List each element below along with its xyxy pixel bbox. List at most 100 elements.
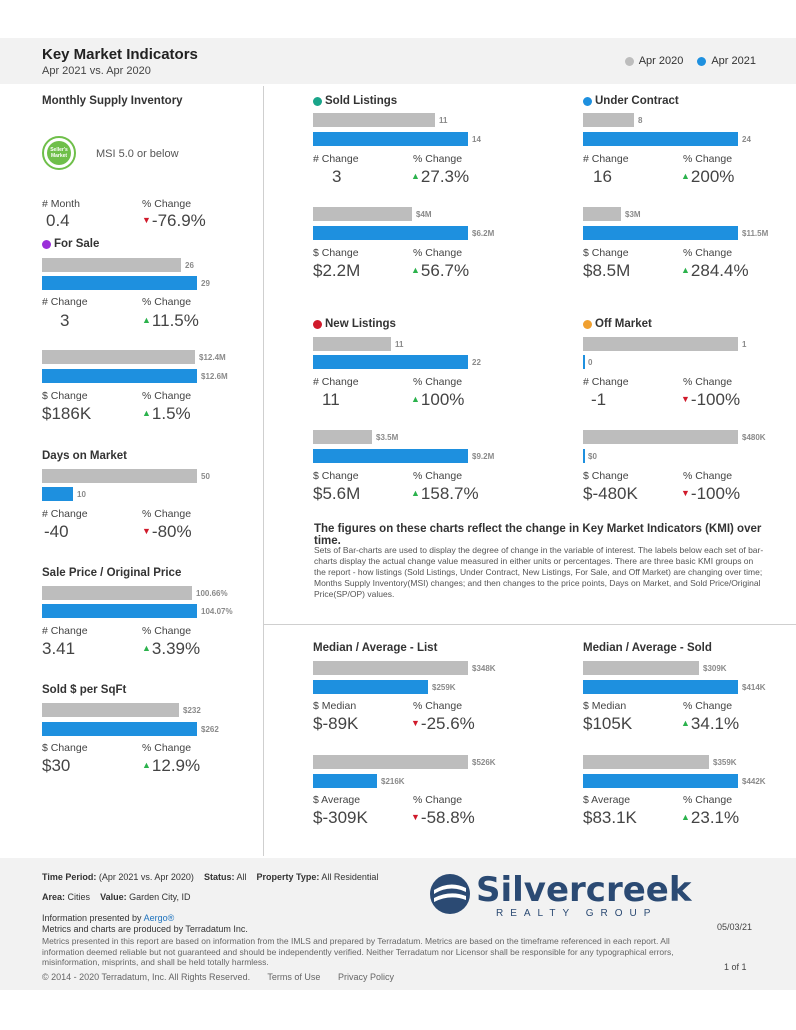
bar-label: $12.6M bbox=[201, 372, 228, 381]
report-date: 05/03/21 bbox=[717, 922, 753, 932]
metric-value: ▲1.5% bbox=[142, 404, 191, 423]
bar-label: $6.2M bbox=[472, 229, 495, 238]
up-arrow-icon: ▲ bbox=[681, 171, 690, 181]
under-contract-dot-icon bbox=[583, 96, 592, 106]
up-arrow-icon: ▲ bbox=[411, 394, 420, 404]
metric-value: 3 bbox=[60, 311, 70, 330]
metric-value: ▲158.7% bbox=[411, 484, 479, 503]
metric-value: -40 bbox=[44, 522, 69, 541]
dom-bar-2020 bbox=[42, 469, 197, 483]
bar-label: 8 bbox=[638, 116, 643, 125]
msi-note: MSI 5.0 or below bbox=[96, 148, 179, 160]
metric-value: 16 bbox=[593, 167, 612, 186]
under-dollar-bar-2020 bbox=[583, 207, 621, 221]
bar-label: $259K bbox=[432, 683, 456, 692]
logo-wordmark: Silvercreek bbox=[476, 870, 692, 910]
metric-label: $ Median bbox=[583, 700, 627, 712]
metric-label: % Change bbox=[413, 376, 463, 388]
new-count-bar-2021 bbox=[313, 355, 468, 369]
bar-label: 11 bbox=[439, 116, 448, 125]
new-dollar-bar-2021 bbox=[313, 449, 468, 463]
metric-value: 11 bbox=[322, 390, 340, 409]
msi-value1: 0.4 bbox=[46, 211, 70, 230]
for-sale-dot-icon bbox=[42, 239, 51, 249]
bar-label: 11 bbox=[395, 340, 404, 349]
up-arrow-icon: ▲ bbox=[411, 488, 420, 498]
bar-label: 22 bbox=[472, 358, 481, 367]
metric-label: % Change bbox=[142, 296, 192, 308]
metric-label: $ Median bbox=[313, 700, 357, 712]
footer-copyright-line: © 2014 - 2020 Terradatum, Inc. All Right… bbox=[42, 972, 394, 982]
legend-label: Apr 2021 bbox=[711, 55, 756, 67]
terms-link[interactable]: Terms of Use bbox=[267, 972, 321, 982]
bar-label: $480K bbox=[742, 433, 766, 442]
new-listings-dot-icon bbox=[313, 319, 322, 329]
metric-value: $186K bbox=[42, 404, 92, 423]
sqft-bar-2021 bbox=[42, 722, 197, 736]
metric-value: ▼-25.6% bbox=[411, 714, 475, 733]
down-arrow-icon: ▼ bbox=[411, 812, 420, 822]
bar-label: 26 bbox=[185, 261, 194, 270]
under-dollar-bar-2021 bbox=[583, 226, 738, 240]
privacy-link[interactable]: Privacy Policy bbox=[337, 972, 394, 982]
footer-meta-line2: Area: Cities Value: Garden City, ID bbox=[42, 892, 191, 902]
metric-value: ▲12.9% bbox=[142, 756, 201, 775]
metric-label: $ Change bbox=[42, 390, 88, 402]
metric-label: % Change bbox=[413, 247, 463, 259]
metric-value: $-309K bbox=[313, 808, 368, 827]
horizontal-divider bbox=[263, 624, 796, 625]
metric-label: % Change bbox=[142, 390, 192, 402]
up-arrow-icon: ▲ bbox=[142, 760, 151, 770]
bar-label: $262 bbox=[201, 725, 219, 734]
metric-value: $2.2M bbox=[313, 261, 361, 280]
msi-label2: % Change bbox=[142, 198, 192, 210]
metric-value: ▼-100% bbox=[681, 390, 741, 409]
legend-item-2021: Apr 2021 bbox=[697, 55, 756, 67]
metric-value: $-480K bbox=[583, 484, 638, 503]
under-count-bar-2020 bbox=[583, 113, 634, 127]
mas-average-bar-2021 bbox=[583, 774, 738, 788]
metric-label: $ Average bbox=[583, 794, 631, 806]
down-arrow-icon: ▼ bbox=[142, 526, 151, 536]
metric-label: % Change bbox=[683, 470, 733, 482]
metric-label: % Change bbox=[683, 700, 733, 712]
legend-item-2020: Apr 2020 bbox=[624, 55, 683, 67]
metric-label: % Change bbox=[142, 625, 192, 637]
up-arrow-icon: ▲ bbox=[681, 812, 690, 822]
metric-label: % Change bbox=[413, 470, 463, 482]
metric-value: $105K bbox=[583, 714, 633, 733]
bar-label: 10 bbox=[77, 490, 86, 499]
metric-value: ▼-100% bbox=[681, 484, 741, 503]
metric-value: $30 bbox=[42, 756, 71, 775]
legend: Apr 2020 Apr 2021 bbox=[624, 55, 756, 67]
bar-label: 104.07% bbox=[201, 607, 233, 616]
explain-heading: The figures on these charts reflect the … bbox=[314, 523, 762, 547]
up-arrow-icon: ▲ bbox=[142, 408, 151, 418]
footer bbox=[0, 858, 796, 990]
metric-label: # Change bbox=[313, 153, 359, 165]
silvercreek-logo-icon bbox=[430, 874, 470, 914]
metric-label: # Change bbox=[42, 625, 88, 637]
bar-label: $309K bbox=[703, 664, 727, 673]
bar-label: 0 bbox=[588, 358, 593, 367]
metric-value: $83.1K bbox=[583, 808, 637, 827]
logo-subtitle: REALTY GROUP bbox=[496, 908, 658, 919]
aergo-link[interactable]: Aergo® bbox=[143, 913, 175, 923]
msi-label1: # Month bbox=[42, 198, 80, 210]
metric-value: 3.41 bbox=[42, 639, 76, 658]
new-count-bar-2020 bbox=[313, 337, 391, 351]
metric-label: # Change bbox=[42, 296, 88, 308]
off-dollar-bar-2021 bbox=[583, 449, 585, 463]
spop-bar-2021 bbox=[42, 604, 197, 618]
metric-value: $8.5M bbox=[583, 261, 631, 280]
bar-label: $232 bbox=[183, 706, 201, 715]
bar-label: $3.5M bbox=[376, 433, 399, 442]
bar-label: $0 bbox=[588, 452, 597, 461]
metric-label: % Change bbox=[413, 153, 463, 165]
down-arrow-icon: ▼ bbox=[681, 488, 690, 498]
metric-label: # Change bbox=[583, 376, 629, 388]
badge-text: Seller's Market bbox=[47, 141, 71, 165]
page-title: Key Market Indicators bbox=[42, 46, 198, 63]
sold-dollar-bar-2021 bbox=[313, 226, 468, 240]
